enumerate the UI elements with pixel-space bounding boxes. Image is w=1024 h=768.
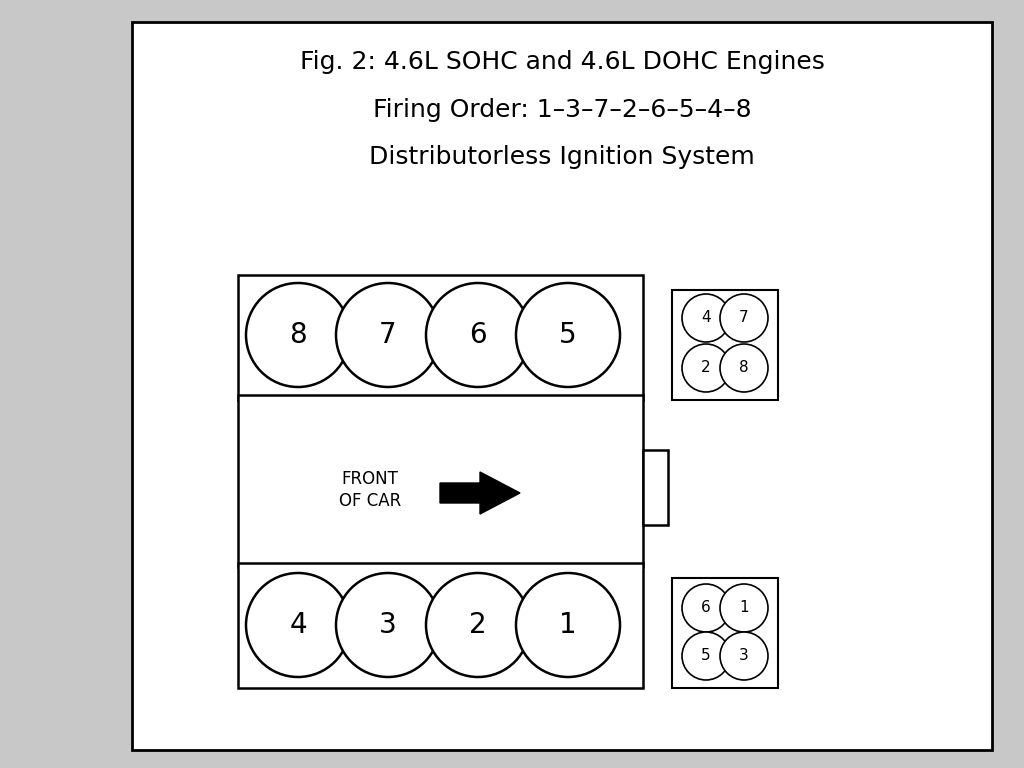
Bar [238, 275, 643, 400]
Text: 5: 5 [701, 648, 711, 664]
Bar [132, 22, 992, 750]
Text: 2: 2 [469, 611, 486, 639]
Bar [672, 290, 778, 400]
Circle shape [720, 294, 768, 342]
Text: Distributorless Ignition System: Distributorless Ignition System [369, 145, 755, 169]
Text: 7: 7 [379, 321, 397, 349]
Text: 8: 8 [739, 360, 749, 376]
Circle shape [682, 632, 730, 680]
Circle shape [720, 632, 768, 680]
Text: 6: 6 [701, 601, 711, 615]
Circle shape [682, 344, 730, 392]
Circle shape [336, 573, 440, 677]
Circle shape [336, 283, 440, 387]
Text: 4: 4 [701, 310, 711, 326]
Circle shape [246, 573, 350, 677]
Text: Fig. 2: 4.6L SOHC and 4.6L DOHC Engines: Fig. 2: 4.6L SOHC and 4.6L DOHC Engines [300, 50, 824, 74]
Bar [238, 563, 643, 688]
Text: 5: 5 [559, 321, 577, 349]
Circle shape [426, 573, 530, 677]
Text: 6: 6 [469, 321, 486, 349]
Text: 3: 3 [379, 611, 397, 639]
Text: 1: 1 [559, 611, 577, 639]
Text: 3: 3 [739, 648, 749, 664]
Circle shape [516, 283, 620, 387]
Bar [643, 450, 668, 525]
Text: 2: 2 [701, 360, 711, 376]
Circle shape [516, 573, 620, 677]
Circle shape [682, 294, 730, 342]
Text: 4: 4 [289, 611, 307, 639]
Text: 7: 7 [739, 310, 749, 326]
Text: 8: 8 [289, 321, 307, 349]
Bar [238, 395, 643, 567]
Text: FRONT
OF CAR: FRONT OF CAR [339, 470, 401, 510]
Text: Firing Order: 1–3–7–2–6–5–4–8: Firing Order: 1–3–7–2–6–5–4–8 [373, 98, 752, 122]
Circle shape [426, 283, 530, 387]
Circle shape [720, 584, 768, 632]
Circle shape [246, 283, 350, 387]
Circle shape [682, 584, 730, 632]
Circle shape [720, 344, 768, 392]
Bar [672, 578, 778, 688]
Text: 1: 1 [739, 601, 749, 615]
FancyArrow shape [440, 472, 520, 514]
